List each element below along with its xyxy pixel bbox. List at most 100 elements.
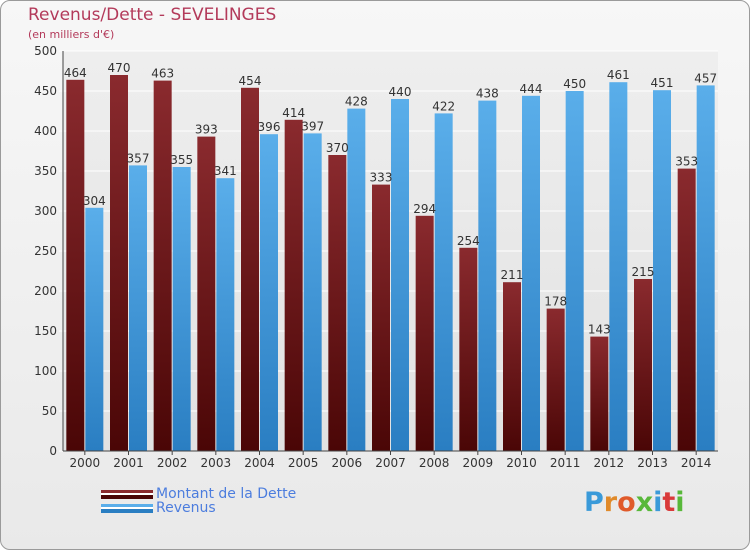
logo-letter: o [617, 487, 636, 518]
logo-letter: i [653, 487, 663, 518]
data-label-revenus: 461 [607, 68, 630, 82]
logo-letter: P [584, 487, 604, 518]
data-label-revenus: 438 [476, 87, 499, 101]
y-tick-label: 300 [34, 204, 57, 218]
chart-legend: Montant de la Dette Revenus [101, 486, 297, 516]
proxiti-logo: Proxiti [584, 487, 685, 518]
x-tick-label: 2001 [113, 456, 144, 470]
bar-revenus [303, 133, 322, 451]
y-tick-label: 500 [34, 44, 57, 58]
bar-debt [153, 80, 172, 451]
chart-title: Revenus/Dette - SEVELINGES [28, 5, 277, 25]
x-tick-label: 2003 [201, 456, 232, 470]
bar-revenus [565, 91, 584, 451]
x-tick-label: 2006 [332, 456, 363, 470]
data-label-debt: 414 [282, 106, 305, 120]
y-tick-label: 450 [34, 84, 57, 98]
data-label-revenus: 397 [301, 119, 324, 133]
data-label-revenus: 451 [651, 76, 674, 90]
x-tick-label: 2000 [70, 456, 101, 470]
chart-subtitle: (en milliers d'€) [28, 28, 115, 41]
bar-revenus [653, 90, 671, 451]
bar-debt [372, 184, 390, 451]
bar-revenus [434, 113, 453, 452]
bar-debt [110, 75, 128, 451]
bar-debt [546, 308, 565, 451]
x-tick-label: 2008 [419, 456, 450, 470]
data-label-revenus: 428 [345, 95, 368, 109]
bar-revenus [609, 82, 628, 451]
bar-revenus [347, 108, 366, 451]
y-tick-label: 400 [34, 124, 57, 138]
data-label-revenus: 304 [83, 194, 106, 208]
data-label-debt: 463 [151, 67, 174, 81]
bar-revenus [260, 134, 278, 451]
legend-swatch-revenus [101, 503, 153, 513]
bar-debt [241, 87, 259, 452]
data-label-revenus: 450 [563, 77, 586, 91]
data-label-debt: 143 [588, 323, 611, 337]
data-label-debt: 215 [632, 265, 655, 279]
bar-debt [459, 247, 478, 451]
bar-revenus [85, 207, 104, 451]
legend-swatch-debt [101, 489, 153, 499]
data-label-revenus: 396 [258, 120, 281, 134]
x-tick-label: 2010 [506, 456, 537, 470]
bar-debt [677, 168, 696, 451]
x-tick-label: 2007 [375, 456, 406, 470]
data-label-debt: 353 [675, 155, 698, 169]
logo-letter: r [603, 487, 618, 518]
data-label-debt: 254 [457, 234, 480, 248]
data-label-revenus: 355 [170, 153, 193, 167]
x-tick-label: 2002 [157, 456, 188, 470]
data-label-debt: 393 [195, 123, 218, 137]
x-tick-label: 2011 [550, 456, 581, 470]
data-label-debt: 211 [501, 268, 524, 282]
data-label-debt: 470 [108, 61, 131, 75]
x-tick-label: 2004 [244, 456, 275, 470]
bar-revenus [172, 167, 191, 451]
legend-item-revenus: Revenus [101, 500, 296, 516]
y-tick-label: 50 [42, 404, 57, 418]
y-tick-label: 100 [34, 364, 57, 378]
y-tick-label: 350 [34, 164, 57, 178]
bar-debt [284, 119, 303, 452]
legend-label-debt: Montant de la Dette [156, 486, 297, 502]
y-tick-label: 0 [49, 444, 57, 458]
y-tick-label: 250 [34, 244, 57, 258]
bar-debt [328, 155, 347, 451]
x-tick-label: 2013 [637, 456, 668, 470]
data-label-debt: 333 [370, 171, 393, 185]
bar-revenus [129, 165, 147, 451]
bar-debt [415, 215, 434, 451]
x-tick-label: 2005 [288, 456, 319, 470]
bar-debt [197, 136, 216, 451]
data-label-revenus: 422 [432, 99, 455, 113]
data-label-debt: 464 [64, 66, 87, 80]
y-tick-label: 150 [34, 324, 57, 338]
bar-debt [590, 336, 609, 451]
legend-label-revenus: Revenus [156, 500, 216, 516]
x-tick-label: 2009 [463, 456, 494, 470]
logo-letter: x [635, 487, 654, 518]
legend-item-debt: Montant de la Dette [101, 486, 297, 502]
bar-debt [66, 79, 85, 452]
bar-revenus [478, 100, 497, 451]
x-tick-label: 2012 [594, 456, 625, 470]
data-label-debt: 178 [544, 295, 567, 309]
data-label-revenus: 341 [214, 164, 237, 178]
data-label-revenus: 357 [127, 151, 150, 165]
data-label-debt: 294 [413, 202, 436, 216]
x-tick-label: 2014 [681, 456, 712, 470]
data-label-debt: 454 [239, 74, 262, 88]
bar-revenus [391, 99, 409, 451]
y-tick-label: 200 [34, 284, 57, 298]
bar-debt [503, 282, 521, 451]
data-label-revenus: 440 [389, 85, 412, 99]
bar-revenus [522, 95, 540, 452]
bar-debt [634, 279, 652, 451]
bar-revenus [216, 178, 235, 451]
data-label-revenus: 444 [520, 82, 543, 96]
